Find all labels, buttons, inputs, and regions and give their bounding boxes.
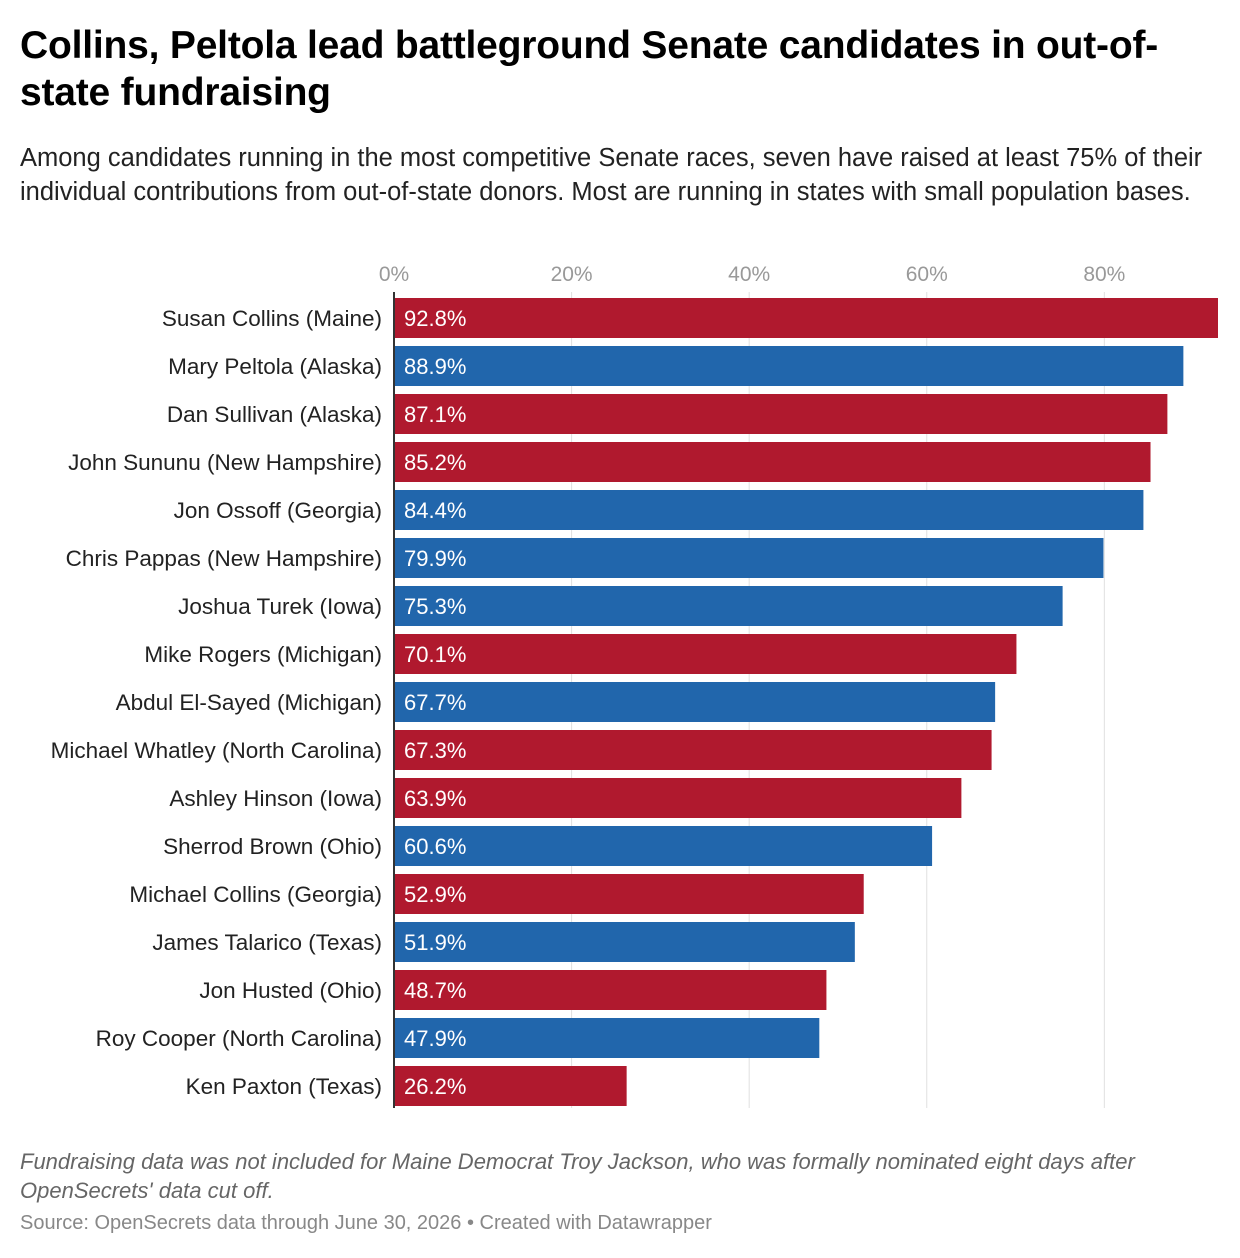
bar — [394, 778, 962, 818]
category-label: Ashley Hinson (Iowa) — [169, 786, 382, 811]
bar — [394, 682, 996, 722]
bar — [394, 970, 827, 1010]
value-label: 48.7% — [404, 978, 466, 1003]
category-label: Roy Cooper (North Carolina) — [96, 1026, 382, 1051]
value-label: 47.9% — [404, 1026, 466, 1051]
category-label: Susan Collins (Maine) — [162, 306, 382, 331]
chart-source: Source: OpenSecrets data through June 30… — [20, 1212, 712, 1234]
value-label: 51.9% — [404, 930, 466, 955]
category-label: Mary Peltola (Alaska) — [168, 354, 382, 379]
value-label: 67.3% — [404, 738, 466, 763]
x-tick-label: 0% — [379, 263, 409, 286]
bar — [394, 346, 1184, 386]
bar — [394, 442, 1151, 482]
bar — [394, 538, 1104, 578]
x-tick-label: 60% — [906, 263, 948, 286]
category-label: Jon Ossoff (Georgia) — [174, 498, 382, 523]
value-label: 84.4% — [404, 498, 466, 523]
bar — [394, 298, 1218, 338]
value-label: 60.6% — [404, 834, 466, 859]
value-label: 87.1% — [404, 402, 466, 427]
category-label: James Talarico (Texas) — [152, 930, 382, 955]
category-label: Abdul El-Sayed (Michigan) — [116, 690, 382, 715]
chart-subtitle: Among candidates running in the most com… — [20, 144, 1203, 206]
x-tick-label: 20% — [551, 263, 593, 286]
bar — [394, 826, 933, 866]
category-label: Dan Sullivan (Alaska) — [167, 402, 382, 427]
category-label: Michael Collins (Georgia) — [129, 882, 382, 907]
bar — [394, 634, 1017, 674]
x-tick-label: 40% — [728, 263, 770, 286]
value-label: 79.9% — [404, 546, 466, 571]
value-label: 85.2% — [404, 450, 466, 475]
category-label: Ken Paxton (Texas) — [186, 1074, 382, 1099]
chart-notes: Fundraising data was not included for Ma… — [20, 1149, 1135, 1203]
x-tick-label: 80% — [1083, 263, 1125, 286]
value-label: 67.7% — [404, 690, 466, 715]
bar — [394, 730, 992, 770]
bar — [394, 1018, 820, 1058]
bar — [394, 394, 1168, 434]
bar — [394, 922, 855, 962]
value-label: 75.3% — [404, 594, 466, 619]
bar — [394, 490, 1144, 530]
value-label: 70.1% — [404, 642, 466, 667]
category-label: Sherrod Brown (Ohio) — [163, 834, 382, 859]
bar — [394, 1066, 627, 1106]
chart-title: Collins, Peltola lead battleground Senat… — [20, 24, 1159, 114]
category-label: Chris Pappas (New Hampshire) — [66, 546, 382, 571]
bar — [394, 874, 864, 914]
bar — [394, 586, 1063, 626]
value-label: 26.2% — [404, 1074, 466, 1099]
value-label: 92.8% — [404, 306, 466, 331]
category-label: John Sununu (New Hampshire) — [68, 450, 382, 475]
category-label: Michael Whatley (North Carolina) — [51, 738, 382, 763]
value-label: 52.9% — [404, 882, 466, 907]
category-label: Mike Rogers (Michigan) — [144, 642, 382, 667]
value-label: 63.9% — [404, 786, 466, 811]
category-label: Jon Husted (Ohio) — [199, 978, 382, 1003]
category-label: Joshua Turek (Iowa) — [178, 594, 382, 619]
value-label: 88.9% — [404, 354, 466, 379]
